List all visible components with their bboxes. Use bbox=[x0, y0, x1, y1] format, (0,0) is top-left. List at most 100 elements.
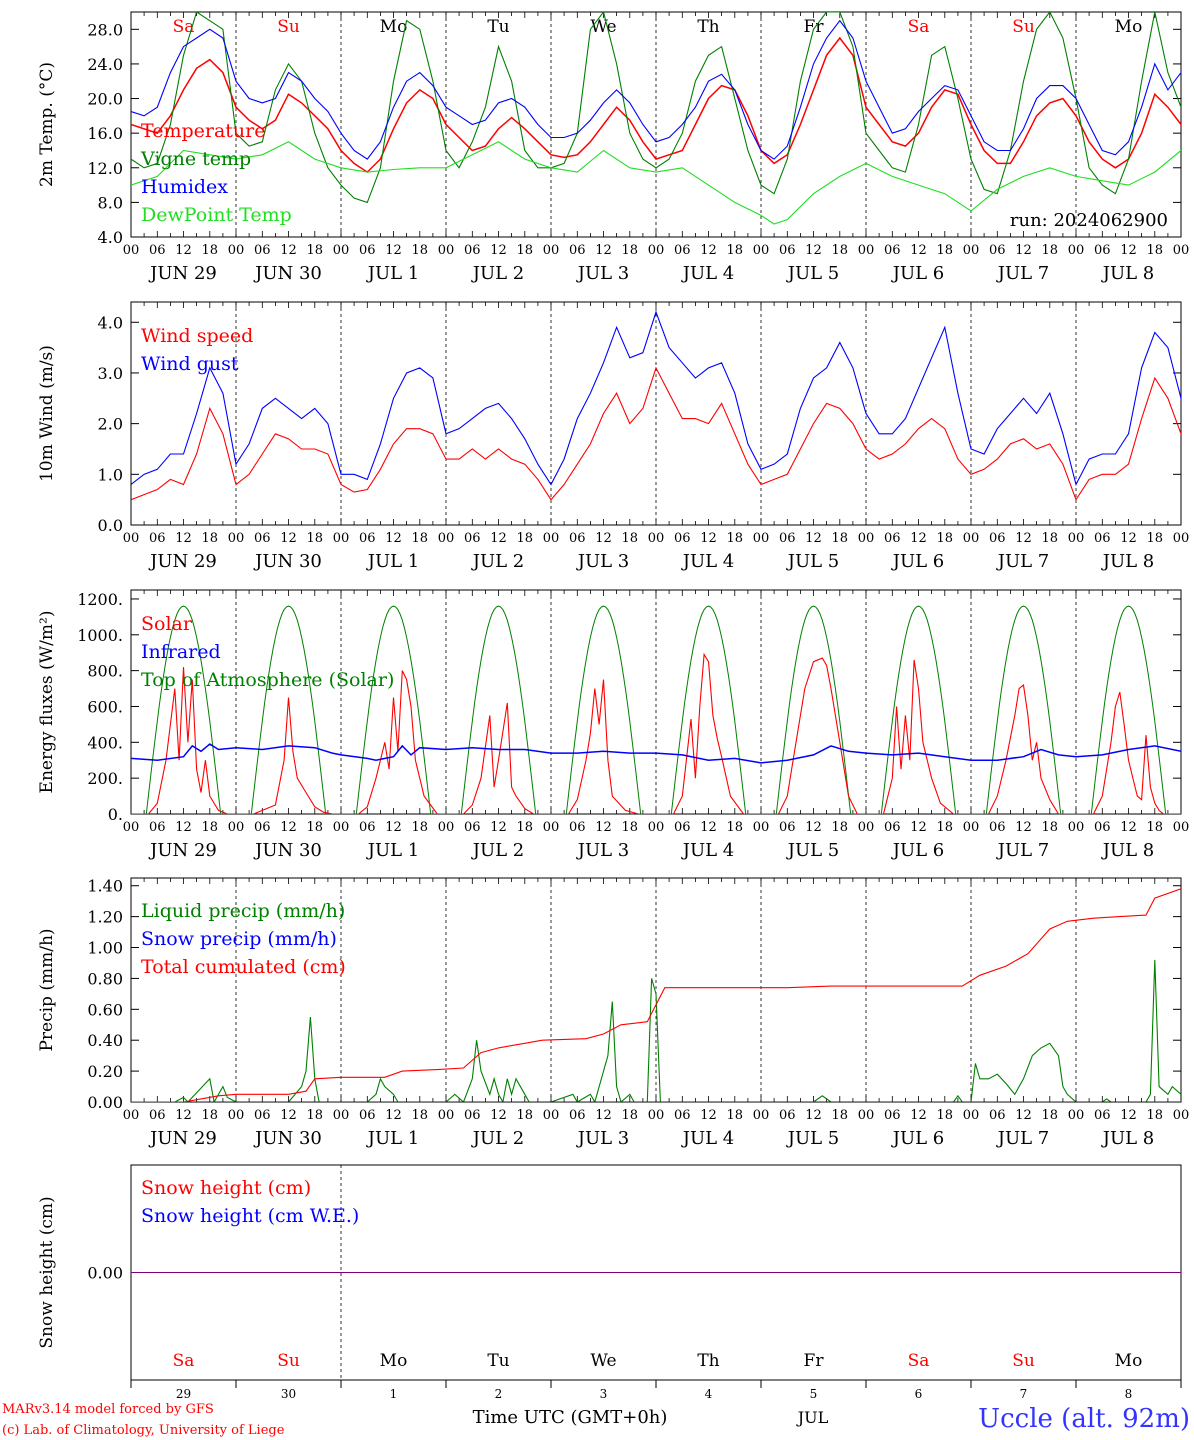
hour-tick-label: 18 bbox=[726, 531, 743, 546]
date-label: JUL 2 bbox=[471, 263, 525, 284]
hour-tick-label: 00 bbox=[753, 243, 770, 258]
hour-tick-label: 12 bbox=[385, 820, 402, 835]
series-line-liquid-precip-mm-h bbox=[131, 959, 1181, 1102]
hour-tick-label: 00 bbox=[648, 243, 665, 258]
date-label: JUL 1 bbox=[366, 840, 420, 861]
series-line-dewpoint-temp bbox=[131, 141, 1181, 225]
x-ticks bbox=[130, 12, 1182, 237]
y-tick-label: 24.0 bbox=[87, 55, 123, 74]
y-tick-label: 400. bbox=[87, 733, 123, 752]
hour-tick-label: 12 bbox=[280, 531, 297, 546]
hour-tick-label: 18 bbox=[306, 820, 323, 835]
weekday-label: Su bbox=[1012, 17, 1035, 37]
hour-tick-label: 18 bbox=[201, 1108, 218, 1123]
hour-tick-label: 18 bbox=[411, 531, 428, 546]
weekday-label: Mo bbox=[380, 17, 408, 37]
day-number: 3 bbox=[600, 1387, 608, 1401]
hour-tick-label: 00 bbox=[543, 820, 560, 835]
hour-tick-label: 00 bbox=[228, 243, 245, 258]
hour-tick-label: 06 bbox=[779, 820, 796, 835]
date-label: JUL 4 bbox=[681, 840, 735, 861]
series-line-toa bbox=[131, 605, 1181, 814]
y-axis-label: Precip (mm/h) bbox=[37, 928, 57, 1051]
y-axis-label: Energy fluxes (W/m²) bbox=[37, 611, 57, 794]
date-label: JUN 29 bbox=[148, 840, 217, 861]
legend-entry: Liquid precip (mm/h) bbox=[141, 900, 345, 922]
hour-tick-label: 00 bbox=[858, 243, 875, 258]
hour-tick-label: 12 bbox=[700, 243, 717, 258]
hour-tick-label: 12 bbox=[1120, 531, 1137, 546]
hour-tick-label: 12 bbox=[595, 820, 612, 835]
weekday-label: Tu bbox=[487, 17, 509, 37]
series-line-temperature bbox=[131, 36, 1181, 174]
series-line-humidex bbox=[131, 19, 1181, 160]
hour-tick-label: 18 bbox=[411, 243, 428, 258]
x-axis-title: Time UTC (GMT+0h) bbox=[473, 1407, 668, 1428]
hour-tick-label: 06 bbox=[464, 1108, 481, 1123]
hour-tick-label: 12 bbox=[1120, 243, 1137, 258]
hour-tick-label: 06 bbox=[989, 1108, 1006, 1123]
hour-tick-label: 06 bbox=[779, 531, 796, 546]
location-label: Uccle (alt. 92m) bbox=[978, 1404, 1190, 1434]
y-tick-label: 1000. bbox=[77, 626, 123, 645]
run-label: run: 2024062900 bbox=[1010, 210, 1168, 231]
series-line-vigne-temp bbox=[131, 12, 1181, 204]
series-line-wind-speed bbox=[131, 366, 1181, 501]
date-label: JUN 30 bbox=[253, 551, 322, 572]
weekday-label: Mo bbox=[1115, 1351, 1143, 1371]
day-number: 1 bbox=[390, 1387, 398, 1401]
y-tick-label: 28.0 bbox=[87, 20, 123, 39]
hour-tick-label: 06 bbox=[674, 820, 691, 835]
hour-tick-label: 18 bbox=[1041, 1108, 1058, 1123]
legend-entry: Infrared bbox=[141, 641, 221, 663]
day-number: 30 bbox=[281, 1387, 296, 1401]
hour-tick-label: 00 bbox=[1173, 531, 1190, 546]
hour-tick-label: 18 bbox=[831, 243, 848, 258]
hour-tick-label: 00 bbox=[963, 531, 980, 546]
panel-temperature: 4.0 8.0 12.0 16.0 20.0 24.0 28.0 2m Temp. (°C) S… bbox=[37, 11, 1189, 284]
date-label: JUL 3 bbox=[576, 551, 630, 572]
date-label: JUN 29 bbox=[148, 551, 217, 572]
hour-tick-label: 00 bbox=[123, 820, 140, 835]
hour-tick-label: 06 bbox=[884, 243, 901, 258]
hour-tick-label: 06 bbox=[254, 1108, 271, 1123]
hour-tick-label: 12 bbox=[1015, 531, 1032, 546]
hour-tick-label: 00 bbox=[228, 531, 245, 546]
y-tick-label: 0.00 bbox=[87, 1093, 123, 1112]
day-number: 4 bbox=[705, 1387, 713, 1401]
hour-tick-label: 06 bbox=[359, 820, 376, 835]
hour-tick-label: 12 bbox=[385, 243, 402, 258]
weekday-label: Fr bbox=[804, 1351, 825, 1371]
y-tick-label: 4.0 bbox=[98, 313, 123, 332]
y-tick-label: 3.0 bbox=[98, 364, 123, 383]
day-number: 29 bbox=[176, 1387, 191, 1401]
hour-tick-label: 12 bbox=[700, 820, 717, 835]
date-label: JUL 6 bbox=[891, 551, 945, 572]
date-label: JUL 6 bbox=[891, 1128, 945, 1149]
hour-tick-label: 00 bbox=[333, 531, 350, 546]
date-label: JUL 3 bbox=[576, 263, 630, 284]
y-tick-label: 0. bbox=[108, 805, 123, 824]
hour-tick-label: 06 bbox=[149, 1108, 166, 1123]
hour-tick-label: 18 bbox=[516, 531, 533, 546]
weekday-label: Sa bbox=[173, 17, 195, 37]
weekday-label: Th bbox=[697, 17, 719, 37]
hour-tick-label: 06 bbox=[254, 820, 271, 835]
legend-entry: Snow height (cm W.E.) bbox=[141, 1205, 359, 1227]
date-label: JUL 2 bbox=[471, 551, 525, 572]
hour-tick-label: 12 bbox=[1015, 1108, 1032, 1123]
date-label: JUL 8 bbox=[1101, 1128, 1155, 1149]
panel-precip: 0.00 0.20 0.40 0.60 0.80 1.00 1.20 1.40 Precip (… bbox=[37, 877, 1189, 1149]
hour-tick-label: 12 bbox=[595, 1108, 612, 1123]
hour-tick-label: 00 bbox=[963, 243, 980, 258]
hour-tick-label: 06 bbox=[1094, 243, 1111, 258]
hour-tick-label: 12 bbox=[595, 243, 612, 258]
hour-tick-label: 18 bbox=[831, 1108, 848, 1123]
hour-tick-label: 00 bbox=[438, 820, 455, 835]
hour-tick-label: 18 bbox=[516, 243, 533, 258]
y-tick-label: 0.00 bbox=[87, 1264, 123, 1283]
weekday-label: Su bbox=[1012, 1351, 1035, 1371]
hour-tick-label: 00 bbox=[543, 1108, 560, 1123]
hour-tick-label: 18 bbox=[1146, 1108, 1163, 1123]
hour-tick-label: 18 bbox=[936, 820, 953, 835]
